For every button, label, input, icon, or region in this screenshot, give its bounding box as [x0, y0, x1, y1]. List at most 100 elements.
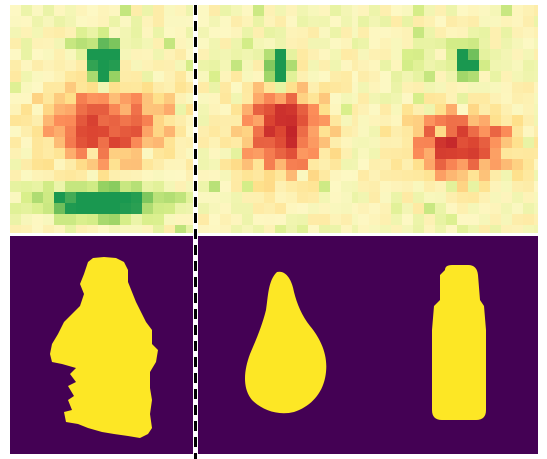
heatmap-cell	[153, 225, 164, 233]
heatmap-cell	[164, 203, 175, 214]
heatmap-cell	[424, 27, 435, 38]
heatmap-cell	[87, 71, 98, 82]
heatmap-cell	[43, 148, 54, 159]
heatmap-cell	[457, 16, 468, 27]
heatmap-cell	[457, 148, 468, 159]
heatmap-cell	[391, 38, 402, 49]
heatmap-cell	[175, 115, 186, 126]
heatmap-cell	[523, 214, 534, 225]
heatmap-cell	[87, 60, 98, 71]
heatmap-cell	[220, 126, 231, 137]
heatmap-cell	[76, 93, 87, 104]
heatmap-cell	[198, 148, 209, 159]
heatmap-cell	[435, 5, 446, 16]
heatmap-cell	[98, 115, 109, 126]
heatmap-cell	[413, 104, 424, 115]
heatmap-cell	[380, 38, 391, 49]
heatmap-cell	[209, 49, 220, 60]
heatmap-cell	[308, 148, 319, 159]
heatmap-cell	[186, 5, 193, 16]
heatmap-cell	[43, 137, 54, 148]
heatmap-cell	[209, 104, 220, 115]
heatmap-cell	[457, 27, 468, 38]
heatmap-cell	[490, 148, 501, 159]
heatmap-cell	[341, 49, 352, 60]
heatmap-cell	[391, 203, 402, 214]
heatmap-cell	[330, 170, 341, 181]
heatmap-cell	[142, 159, 153, 170]
heatmap-cell	[98, 203, 109, 214]
heatmap-cell	[468, 225, 479, 233]
heatmap-cell	[198, 93, 209, 104]
heatmap-cell	[120, 60, 131, 71]
heatmap-cell	[131, 5, 142, 16]
heatmap-cell	[32, 225, 43, 233]
heatmap-cell	[468, 148, 479, 159]
heatmap-cell	[65, 82, 76, 93]
heatmap-cell	[358, 214, 369, 225]
heatmap-cell	[242, 38, 253, 49]
heatmap-cell	[231, 159, 242, 170]
heatmap-cell	[253, 5, 264, 16]
heatmap-cell	[186, 170, 193, 181]
heatmap-cell	[209, 115, 220, 126]
heatmap-cell	[87, 49, 98, 60]
heatmap-cell	[424, 60, 435, 71]
heatmap-cell	[413, 60, 424, 71]
heatmap-cell	[468, 27, 479, 38]
heatmap-cell	[242, 49, 253, 60]
heatmap-cell	[490, 16, 501, 27]
heatmap-cell	[153, 104, 164, 115]
heatmap-cell	[10, 16, 21, 27]
heatmap-cell	[175, 27, 186, 38]
heatmap-cell	[308, 16, 319, 27]
heatmap-cell	[523, 16, 534, 27]
heatmap-cell	[43, 27, 54, 38]
heatmap-cell	[319, 49, 330, 60]
heatmap-cell	[65, 170, 76, 181]
heatmap-cell	[131, 82, 142, 93]
heatmap-cell	[186, 16, 193, 27]
heatmap-cell	[286, 5, 297, 16]
heatmap-cell	[479, 16, 490, 27]
heatmap-cell	[358, 93, 369, 104]
heatmap-cell	[54, 38, 65, 49]
heatmap-cell	[76, 137, 87, 148]
heatmap-cell	[391, 181, 402, 192]
heatmap-cell	[275, 5, 286, 16]
heatmap-cell	[231, 203, 242, 214]
heatmap-cell	[65, 38, 76, 49]
heatmap-cell	[186, 49, 193, 60]
heatmap-cell	[468, 159, 479, 170]
heatmap-cell	[446, 181, 457, 192]
heatmap-cell	[76, 225, 87, 233]
heatmap-cell	[120, 49, 131, 60]
heatmap-cell	[43, 16, 54, 27]
heatmap-cell	[479, 192, 490, 203]
heatmap-cell	[479, 49, 490, 60]
heatmap-cell	[32, 60, 43, 71]
heatmap-cell	[358, 170, 369, 181]
heatmap-cell	[330, 148, 341, 159]
heatmap-cell	[153, 60, 164, 71]
heatmap-cell	[164, 49, 175, 60]
heatmap-cell	[209, 203, 220, 214]
heatmap-cell	[341, 60, 352, 71]
heatmap-cell	[534, 214, 538, 225]
heatmap-cell	[308, 115, 319, 126]
heatmap-cell	[319, 126, 330, 137]
heatmap-cell	[435, 71, 446, 82]
heatmap-cell	[391, 148, 402, 159]
heatmap-cell	[242, 214, 253, 225]
heatmap-cell	[446, 104, 457, 115]
heatmap-cell	[319, 71, 330, 82]
heatmap-cell	[297, 49, 308, 60]
mask-panel-2-shape	[245, 271, 327, 414]
heatmap-cell	[264, 49, 275, 60]
heatmap-cell	[153, 93, 164, 104]
heatmap-cell	[98, 104, 109, 115]
heatmap-cell	[352, 93, 358, 104]
heatmap-cell	[120, 214, 131, 225]
heatmap-cell	[413, 115, 424, 126]
heatmap-cell	[209, 225, 220, 233]
